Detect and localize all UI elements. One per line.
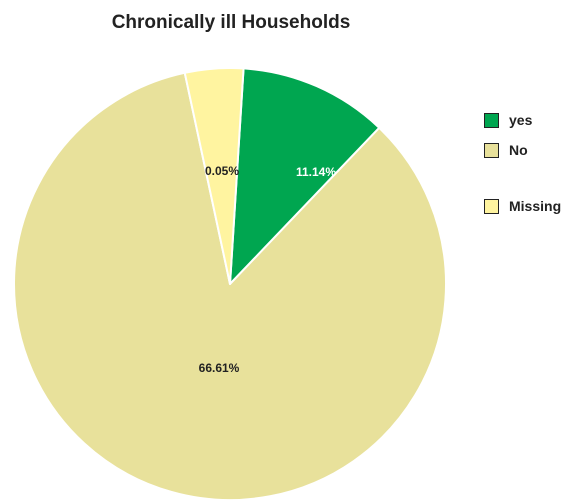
slice-label-yes: 11.14% <box>296 165 336 179</box>
legend-item-no: No <box>484 141 528 159</box>
legend-label-no: No <box>509 142 528 158</box>
pie-slice-no <box>13 71 447 501</box>
chart-title: Chronically ill Households <box>111 12 351 33</box>
legend-swatch-yes <box>484 112 499 128</box>
pie-slice-missing <box>183 67 245 285</box>
slice-label-no: 66.61% <box>199 361 240 375</box>
legend-item-missing: Missing <box>484 197 561 215</box>
legend-swatch-no <box>484 142 499 158</box>
pie-slice-yes <box>229 67 381 285</box>
legend: yes No Missing <box>484 111 577 221</box>
pie-chart: 11.14% 66.61% 0.05% <box>13 67 447 501</box>
legend-label-missing: Missing <box>509 198 562 214</box>
legend-label-yes: yes <box>509 112 533 128</box>
slice-label-missing: 0.05% <box>205 164 239 178</box>
legend-item-yes: yes <box>484 111 532 129</box>
legend-swatch-missing <box>484 198 499 214</box>
